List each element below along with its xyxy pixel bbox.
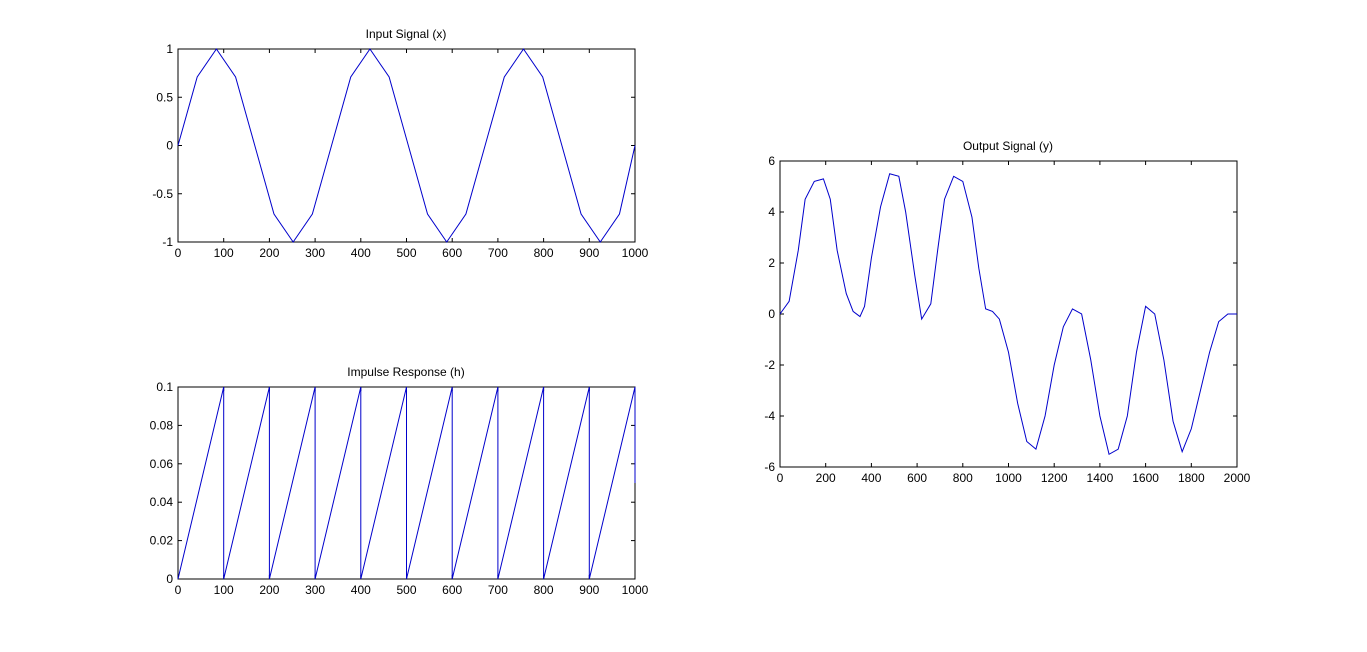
x-tick-label: 300: [305, 246, 325, 260]
x-tick-label: 0: [175, 583, 182, 597]
x-tick-label: 500: [396, 583, 416, 597]
output-signal-axes: [779, 160, 1238, 468]
y-tick-label: -2: [764, 358, 775, 372]
x-tick-label: 300: [305, 583, 325, 597]
y-tick-label: 0: [166, 139, 173, 153]
y-tick-label: -0.5: [152, 187, 173, 201]
x-tick-label: 100: [214, 246, 234, 260]
impulse-response-title: Impulse Response (h): [347, 365, 464, 379]
x-tick-label: 800: [534, 246, 554, 260]
x-tick-label: 800: [534, 583, 554, 597]
x-tick-label: 600: [442, 246, 462, 260]
x-tick-label: 500: [396, 246, 416, 260]
y-tick-label: 0.04: [150, 495, 174, 509]
y-tick-label: 2: [768, 256, 775, 270]
x-tick-label: 800: [953, 471, 973, 485]
x-tick-label: 1800: [1178, 471, 1205, 485]
x-tick-label: 2000: [1224, 471, 1251, 485]
x-tick-label: 600: [907, 471, 927, 485]
x-tick-label: 1000: [622, 246, 649, 260]
x-tick-label: 900: [579, 246, 599, 260]
y-tick-label: 0: [768, 307, 775, 321]
y-tick-label: 1: [166, 42, 173, 56]
input-signal-title: Input Signal (x): [366, 27, 447, 41]
y-tick-label: 0.08: [150, 418, 174, 432]
y-tick-label: 6: [768, 154, 775, 168]
x-tick-label: 1000: [995, 471, 1022, 485]
output-signal-ticks: 0 200 400 600 800 1000 1200 1400 1600 1800 2000 6 4 2…: [764, 154, 1250, 485]
x-tick-label: 1200: [1041, 471, 1068, 485]
output-signal-title: Output Signal (y): [963, 139, 1053, 153]
series-line: [177, 386, 636, 580]
y-tick-label: 0.5: [156, 90, 173, 104]
x-tick-label: 200: [259, 246, 279, 260]
impulse-response-plot: Impulse Response (h) 0 100 200 300 400 500 600…: [150, 365, 649, 597]
x-tick-label: 400: [351, 246, 371, 260]
x-tick-label: 700: [488, 246, 508, 260]
x-tick-label: 400: [351, 583, 371, 597]
x-tick-label: 900: [579, 583, 599, 597]
x-tick-label: 1400: [1087, 471, 1114, 485]
input-signal-axes: [177, 48, 636, 243]
output-signal-series: [779, 173, 1237, 456]
y-tick-label: -1: [162, 235, 173, 249]
series-line: [177, 48, 636, 243]
x-tick-label: 200: [259, 583, 279, 597]
x-tick-label: 0: [175, 246, 182, 260]
series-line: [779, 173, 1237, 456]
output-signal-plot: Output Signal (y) 0 200 400 600 800 1000 1200 1…: [764, 139, 1250, 485]
y-tick-label: 0: [166, 572, 173, 586]
x-tick-label: 1000: [622, 583, 649, 597]
x-tick-label: 0: [777, 471, 784, 485]
impulse-response-ticks: 0 100 200 300 400 500 600 700 800 900 1000 0.1 0.08 0…: [150, 380, 649, 597]
y-tick-label: 0.02: [150, 534, 174, 548]
x-tick-label: 200: [816, 471, 836, 485]
input-signal-series: [177, 48, 636, 243]
y-tick-label: 0.06: [150, 457, 174, 471]
x-tick-label: 400: [861, 471, 881, 485]
input-signal-plot: Input Signal (x) 0 100 200 300 400 500 600 700 8…: [152, 27, 648, 260]
x-tick-label: 1600: [1132, 471, 1159, 485]
y-tick-label: 0.1: [156, 380, 173, 394]
x-tick-label: 700: [488, 583, 508, 597]
y-tick-label: -4: [764, 409, 775, 423]
x-tick-label: 100: [214, 583, 234, 597]
x-tick-label: 600: [442, 583, 462, 597]
y-tick-label: 4: [768, 205, 775, 219]
input-signal-ticks: 0 100 200 300 400 500 600 700 800 900 1000 1 0.5 0 -0.…: [152, 42, 648, 260]
impulse-response-series: [177, 386, 636, 580]
y-tick-label: -6: [764, 460, 775, 474]
